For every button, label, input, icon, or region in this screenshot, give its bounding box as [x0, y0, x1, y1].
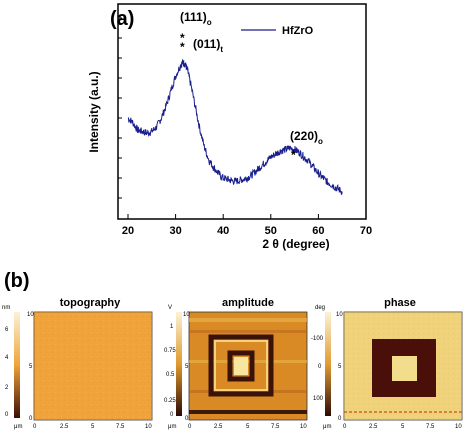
- phase-xunit: μm: [323, 424, 331, 430]
- x-axis-label: 2 θ (degree): [262, 237, 329, 251]
- phase-cbar-tick: -100: [311, 336, 324, 342]
- amplitude-inner-core: [234, 357, 248, 375]
- amplitude-colorbar: [176, 312, 182, 416]
- topo-cbar-tick: 2: [5, 385, 9, 391]
- amp-xtick: 2.5: [214, 424, 223, 430]
- amp-xtick: 10: [300, 424, 307, 430]
- phase-map: phase deg -100 0 100 10 5 0 0 2.5 5 7.5 …: [311, 297, 463, 430]
- amp-ytick: 0: [185, 416, 189, 422]
- amplitude-unit: V: [168, 305, 172, 311]
- x-tick-label: 60: [312, 225, 324, 237]
- amp-cbar-tick: 0.25: [164, 398, 176, 404]
- phase-xtick: 10: [455, 424, 462, 430]
- peak-star-2: *: [180, 40, 185, 54]
- phase-inner-square: [392, 356, 417, 381]
- x-ticks: 20 30 40 50 60 70: [122, 214, 372, 237]
- amp-cbar-tick: 0: [170, 412, 174, 418]
- topo-cbar-tick: 4: [5, 355, 9, 361]
- amplitude-title: amplitude: [222, 297, 274, 309]
- x-tick-label: 50: [265, 225, 277, 237]
- topography-unit: nm: [2, 305, 10, 311]
- phase-cbar-tick: 100: [313, 396, 324, 402]
- phase-xtick: 0: [343, 424, 347, 430]
- xrd-plot-frame: [117, 3, 367, 220]
- phase-ytick: 10: [336, 312, 343, 318]
- x-tick-label: 20: [122, 225, 134, 237]
- phase-ytick: 5: [338, 364, 342, 370]
- phase-xtick: 7.5: [426, 424, 435, 430]
- topography-texture: [34, 312, 152, 420]
- phase-colorbar: [325, 312, 331, 416]
- panel-b-label: (b): [4, 270, 30, 292]
- x-tick-label: 40: [217, 225, 229, 237]
- topo-xunit: μm: [14, 424, 22, 430]
- phase-cbar-tick: 0: [318, 364, 322, 370]
- phase-xtick: 2.5: [369, 424, 378, 430]
- topo-xtick: 2.5: [60, 424, 69, 430]
- x-tick-label: 70: [360, 225, 372, 237]
- topo-xtick: 0: [33, 424, 37, 430]
- amp-ytick: 5: [185, 364, 189, 370]
- amp-ytick: 10: [183, 312, 190, 318]
- topo-cbar-tick: 0: [5, 412, 9, 418]
- topography-title: topography: [60, 297, 121, 309]
- topo-xtick: 5: [91, 424, 95, 430]
- phase-unit: deg: [315, 305, 325, 311]
- amp-xtick: 5: [246, 424, 250, 430]
- phase-xtick: 5: [401, 424, 405, 430]
- topo-ytick: 0: [29, 416, 33, 422]
- amp-xunit: μm: [168, 424, 176, 430]
- peak-220-label: (220)o: [290, 129, 323, 146]
- x-tick-label: 30: [169, 225, 181, 237]
- phase-ytick: 0: [338, 416, 342, 422]
- amplitude-map: amplitude V 1 0.75 0.5 0.25 0 10 5 0 0 2…: [164, 297, 308, 430]
- amplitude-outer-square: [208, 334, 274, 397]
- amplitude-inner-square: [227, 350, 255, 382]
- y-ticks: [118, 17, 122, 199]
- legend-label: HfZrO: [282, 25, 314, 37]
- topo-xtick: 7.5: [116, 424, 125, 430]
- hfzro-series-line: [127, 59, 343, 196]
- amp-cbar-tick: 1: [170, 324, 174, 330]
- phase-title: phase: [384, 297, 416, 309]
- topo-ytick: 10: [27, 312, 34, 318]
- peak-star-3: *: [291, 148, 296, 162]
- amp-cbar-tick: 0.75: [164, 348, 176, 354]
- y-axis-label: Intensity (a.u.): [87, 71, 101, 152]
- amp-xtick: 0: [188, 424, 192, 430]
- amplitude-outer-ring-light: [214, 340, 268, 391]
- peak-011-label: (011)t: [193, 37, 223, 54]
- topo-ytick: 5: [29, 364, 33, 370]
- amp-cbar-tick: 0.5: [166, 372, 175, 378]
- amp-xtick: 7.5: [271, 424, 280, 430]
- peak-111-label: (111)o: [180, 10, 212, 27]
- panel-a-label: (a): [110, 8, 134, 30]
- topography-colorbar: [14, 312, 20, 418]
- topography-map: topography nm 6 4 2 0 10 5 0 0 2.5 5 7.5…: [2, 297, 153, 430]
- topo-cbar-tick: 6: [5, 327, 9, 333]
- peak-star-1: *: [180, 31, 185, 45]
- topo-xtick: 10: [145, 424, 152, 430]
